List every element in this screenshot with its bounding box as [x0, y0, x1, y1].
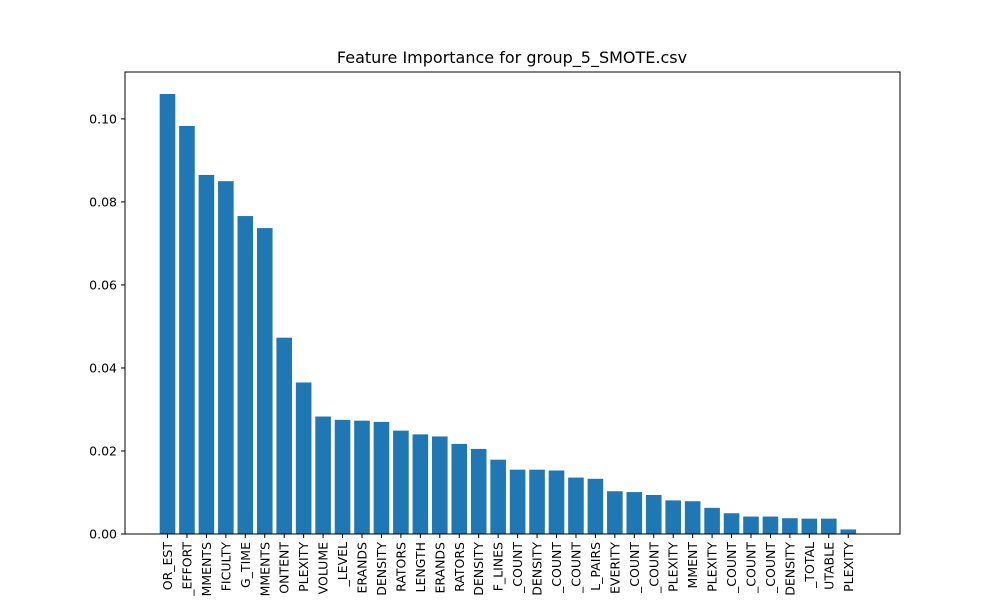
chart-title: Feature Importance for group_5_SMOTE.csv — [337, 48, 687, 68]
x-tick-label: LENGTH — [413, 542, 428, 593]
bar-19 — [509, 469, 526, 534]
bar-6 — [256, 228, 273, 534]
bar-12 — [373, 421, 390, 534]
bar-28 — [684, 501, 701, 534]
x-tick-label: PLEXITY — [296, 542, 311, 592]
y-tick-label: 0.04 — [89, 360, 117, 375]
bar-25 — [626, 492, 643, 534]
x-tick-label: PLEXITY — [666, 542, 681, 592]
x-tick-label: _COUNT — [763, 542, 778, 594]
x-tick-label: _COUNT — [510, 542, 525, 594]
bar-32 — [762, 516, 779, 534]
x-tick-label: ERANDS — [432, 542, 447, 594]
x-tick-label: _COUNT — [568, 542, 583, 594]
x-tick-label: L_PAIRS — [588, 542, 603, 591]
bar-31 — [743, 516, 759, 534]
x-tick-label: F_LINES — [491, 542, 506, 591]
bar-23 — [587, 478, 604, 534]
bar-22 — [568, 477, 584, 534]
x-tick-label: DENSITY — [530, 542, 545, 596]
bar-34 — [801, 518, 818, 534]
y-tick-label: 0.08 — [89, 194, 117, 209]
bar-5 — [237, 216, 254, 535]
x-tick-label: DENSITY — [782, 542, 797, 596]
bar-24 — [607, 491, 623, 534]
y-tick-label: 0.06 — [89, 277, 117, 292]
x-tick-label: MMENT — [685, 542, 700, 589]
bar-8 — [295, 382, 312, 534]
x-tick-label: MMENTS — [199, 542, 214, 596]
x-tick-label: _COUNT — [724, 542, 739, 594]
x-tick-label: _COUNT — [646, 542, 661, 594]
bar-9 — [315, 416, 331, 534]
bar-16 — [451, 443, 468, 534]
bar-7 — [276, 337, 292, 534]
x-tick-label: MMENTS — [257, 542, 272, 596]
bar-30 — [723, 513, 740, 534]
x-tick-label: _COUNT — [627, 542, 642, 594]
bar-26 — [645, 494, 662, 534]
x-tick-label: DENSITY — [374, 542, 389, 596]
x-tick-label: EVERITY — [607, 542, 622, 594]
x-tick-label: OR_EST — [160, 542, 175, 591]
bar-35 — [821, 518, 837, 534]
bar-3 — [198, 174, 215, 534]
bar-20 — [529, 469, 545, 534]
y-tick-label: 0.02 — [89, 443, 117, 458]
bar-21 — [548, 470, 565, 534]
bar-33 — [782, 518, 798, 534]
bar-18 — [490, 459, 506, 534]
x-tick-label: DENSITY — [471, 542, 486, 596]
plot-frame — [124, 71, 901, 535]
bars-group — [159, 94, 857, 535]
x-tick-label: RATORS — [393, 542, 408, 592]
bar-27 — [665, 500, 681, 534]
y-tick-label: 0.00 — [89, 527, 117, 542]
bar-2 — [179, 125, 195, 535]
x-tick-label: _COUNT — [549, 542, 564, 594]
x-tick-label: FICULTY — [218, 542, 233, 592]
x-tick-label: _LEVEL — [335, 542, 350, 588]
bar-17 — [470, 448, 487, 534]
bar-29 — [704, 507, 720, 534]
x-tick-label: _COUNT — [744, 542, 759, 594]
x-axis: OR_EST _EFFORT MMENTS FICULTY G_TIME MMENTS ON… — [160, 534, 856, 597]
bar-1 — [159, 94, 176, 534]
x-tick-label: VOLUME — [316, 542, 331, 594]
x-tick-label: _TOTAL — [802, 542, 817, 589]
x-tick-label: PLEXITY — [705, 542, 720, 592]
x-tick-label: _EFFORT — [179, 542, 194, 597]
x-tick-label: PLEXITY — [841, 542, 856, 592]
bar-13 — [393, 430, 409, 534]
x-tick-label: ONTENT — [277, 542, 292, 594]
bar-14 — [412, 434, 429, 534]
bar-36 — [840, 529, 857, 534]
x-tick-label: ERANDS — [355, 542, 370, 594]
bar-15 — [432, 436, 448, 534]
bar-4 — [218, 181, 234, 535]
y-axis: 0.00 0.02 0.04 0.06 0.08 0.10 — [89, 111, 125, 542]
y-tick-label: 0.10 — [89, 111, 117, 126]
x-tick-label: G_TIME — [238, 542, 253, 588]
x-tick-label: UTABLE — [821, 542, 836, 590]
x-tick-label: RATORS — [452, 542, 467, 592]
bar-10 — [334, 419, 351, 534]
bar-11 — [354, 420, 370, 534]
